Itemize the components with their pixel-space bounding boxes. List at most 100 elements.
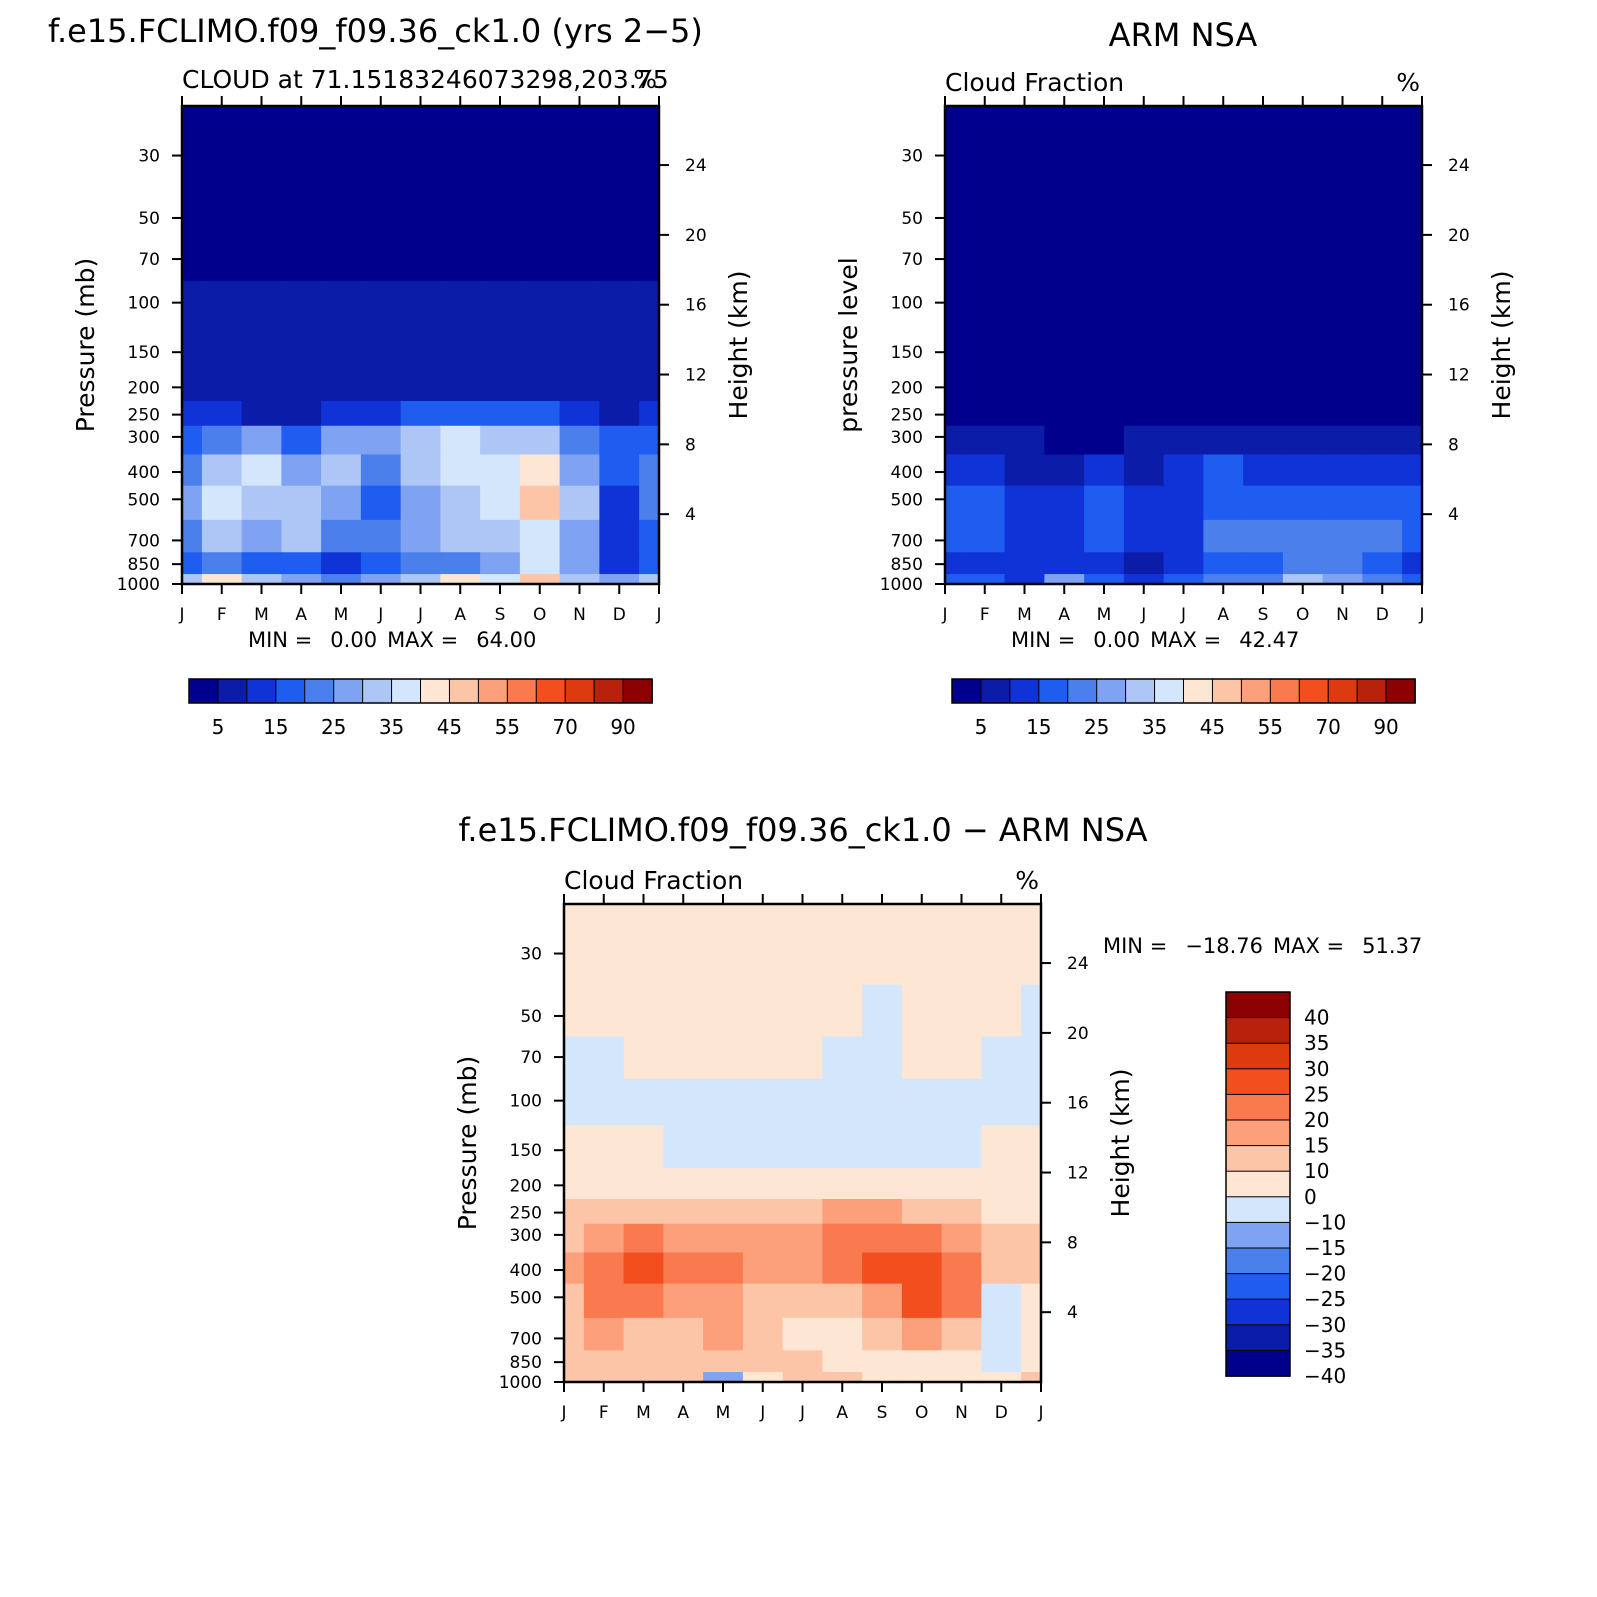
heatmap-cell	[1044, 552, 1085, 575]
stat-min: −18.76	[1185, 934, 1263, 958]
heatmap-cell	[440, 400, 481, 427]
heatmap-cell	[822, 1036, 863, 1080]
heatmap-cell	[945, 400, 966, 427]
heatmap-cell	[564, 904, 585, 986]
heatmap-cell	[1243, 186, 1284, 240]
heatmap-cell	[1044, 400, 1085, 427]
heatmap-cell	[782, 1372, 823, 1383]
heatmap-cell	[964, 485, 1006, 521]
heatmap-cell	[440, 552, 481, 575]
colorbar-swatch	[1096, 678, 1127, 704]
colorbar-swatch	[1225, 1324, 1291, 1352]
difference-panel: J F M A M J J A S O N D J305070100150200250300400500…	[453, 811, 1422, 1423]
x-tick-label: N	[573, 605, 586, 625]
heatmap-cell	[1044, 238, 1085, 282]
heatmap-cell	[1203, 519, 1244, 553]
colorbar-swatch	[1225, 1298, 1291, 1326]
x-tick-label: A	[677, 1403, 689, 1423]
y-tick-label: 70	[901, 250, 923, 270]
y-tick-label: 850	[128, 555, 160, 575]
heatmap-cell	[583, 1078, 625, 1127]
heatmap-cell	[981, 1078, 1022, 1127]
heatmap-cell	[1163, 280, 1204, 329]
heatmap-cell	[901, 1350, 943, 1373]
colorbar-label: 55	[1258, 715, 1283, 739]
heatmap-cell	[182, 238, 203, 282]
heatmap-cell	[1203, 327, 1244, 371]
x-tick-label: F	[217, 605, 227, 625]
y-tick-label: 250	[128, 406, 160, 426]
stat-min-label: MIN =	[1011, 628, 1075, 652]
heatmap-cell	[623, 1350, 664, 1373]
heatmap-cell	[241, 400, 282, 427]
heatmap-cell	[360, 485, 402, 521]
heatmap-cell	[822, 1350, 863, 1373]
heatmap-cell	[599, 454, 640, 487]
heatmap-cell	[782, 1252, 823, 1285]
heatmap-cell	[583, 1167, 625, 1200]
heatmap-cell	[703, 1223, 744, 1254]
heatmap-cell	[599, 400, 640, 427]
heatmap-cell	[1123, 454, 1165, 487]
y-tick-label: 400	[128, 463, 160, 483]
heatmap-cell	[201, 552, 243, 575]
y-tick-label: 200	[510, 1176, 542, 1196]
heatmap-cell	[440, 519, 481, 553]
heatmap-cell	[1004, 186, 1045, 240]
heatmap-cell	[623, 984, 664, 1038]
heatmap-cell	[599, 369, 640, 402]
y-tick-label: 150	[510, 1141, 542, 1161]
heatmap-cell	[1402, 519, 1423, 553]
heatmap-cell	[400, 574, 441, 585]
heatmap-cell	[519, 519, 561, 553]
heatmap-cell	[663, 904, 704, 986]
x-tick-label: J	[655, 605, 661, 625]
colorbar-label: 15	[1026, 715, 1051, 739]
heatmap-cell	[945, 574, 966, 585]
heatmap-cell	[1203, 106, 1244, 188]
heatmap-cell	[1402, 238, 1423, 282]
heatmap-cell	[639, 574, 660, 585]
heatmap-cell	[321, 400, 362, 427]
heatmap-cell	[862, 1317, 903, 1351]
heatmap-cell	[1243, 425, 1284, 456]
heatmap-cell	[1362, 454, 1403, 487]
heatmap-cell	[782, 1125, 823, 1169]
heatmap-cell	[742, 904, 784, 986]
heatmap-cell	[623, 1372, 664, 1383]
heatmap-cell	[981, 1167, 1022, 1200]
colorbar-label: 5	[212, 715, 225, 739]
heatmap-cell	[981, 1252, 1022, 1285]
heatmap-cell	[1123, 552, 1165, 575]
x-tick-label: A	[1058, 605, 1070, 625]
heatmap-cell	[480, 400, 521, 427]
heatmap-cell	[945, 454, 966, 487]
colorbar-swatch	[1225, 1145, 1291, 1172]
colorbar-label: 90	[610, 715, 635, 739]
colorbar-swatch	[1225, 1349, 1291, 1377]
heatmap-cell	[281, 327, 322, 371]
heatmap-cell	[941, 1078, 982, 1127]
stat-max-label: MAX =	[1150, 628, 1221, 652]
heatmap-cell	[964, 186, 1006, 240]
heatmap-cell	[941, 1372, 982, 1383]
heatmap-cell	[583, 1198, 625, 1225]
heatmap-cell	[400, 186, 441, 240]
observation-colorbar: 5 15 25 35 45 55 70 90	[951, 678, 1416, 739]
heatmap-cell	[1322, 574, 1363, 585]
colorbar-swatch	[1298, 678, 1329, 704]
colorbar-label: 45	[437, 715, 462, 739]
colorbar-swatch	[1225, 1273, 1291, 1300]
heatmap-cell	[1004, 106, 1045, 188]
heatmap-cell	[1123, 485, 1165, 521]
heatmap-cell	[1203, 552, 1244, 575]
colorbar-swatch	[1225, 1042, 1291, 1070]
colorbar-label: 15	[1304, 1134, 1329, 1158]
heatmap-cell	[1004, 369, 1045, 402]
heatmap-cell	[703, 1372, 744, 1383]
heatmap-cell	[201, 369, 243, 402]
heatmap-cell	[480, 454, 521, 487]
heatmap-cell	[519, 574, 561, 585]
heatmap-cell	[360, 369, 402, 402]
